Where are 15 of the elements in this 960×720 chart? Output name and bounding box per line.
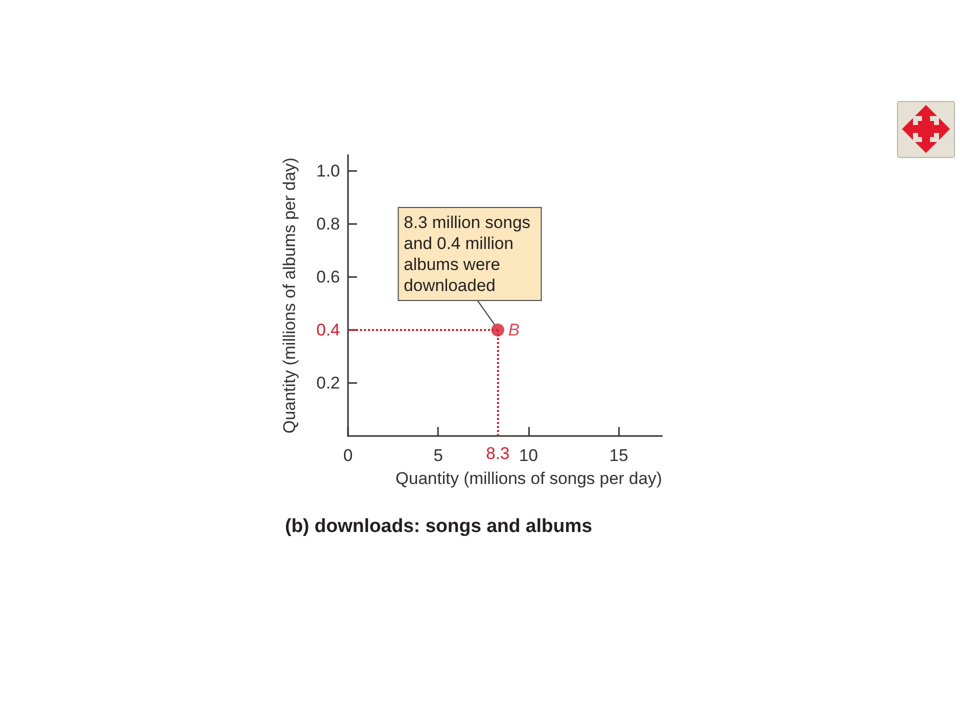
y-tick-label: 0.2 [316, 373, 340, 392]
y-tick-label: 0.6 [316, 267, 340, 286]
ref-line-label: 8.3 [486, 444, 510, 463]
x-tick-label: 10 [519, 446, 538, 465]
x-axis-title: Quantity (millions of songs per day) [396, 469, 662, 488]
ref-line-label: 0.4 [316, 320, 340, 340]
x-tick-label: 0 [343, 446, 353, 465]
y-tick-label: 1.0 [316, 161, 340, 180]
text: (b) downloads: songs and albums [285, 516, 592, 537]
x-tick-label: 5 [433, 446, 443, 465]
x-tick-label: 15 [609, 446, 628, 465]
y-axis-title: Quantity (millions of albums per day) [280, 158, 299, 434]
series-label: B [508, 320, 520, 340]
y-tick-label: 0.8 [316, 214, 340, 234]
annotation: 8.3 million songs and 0.4 million albums were downloaded [404, 212, 536, 295]
